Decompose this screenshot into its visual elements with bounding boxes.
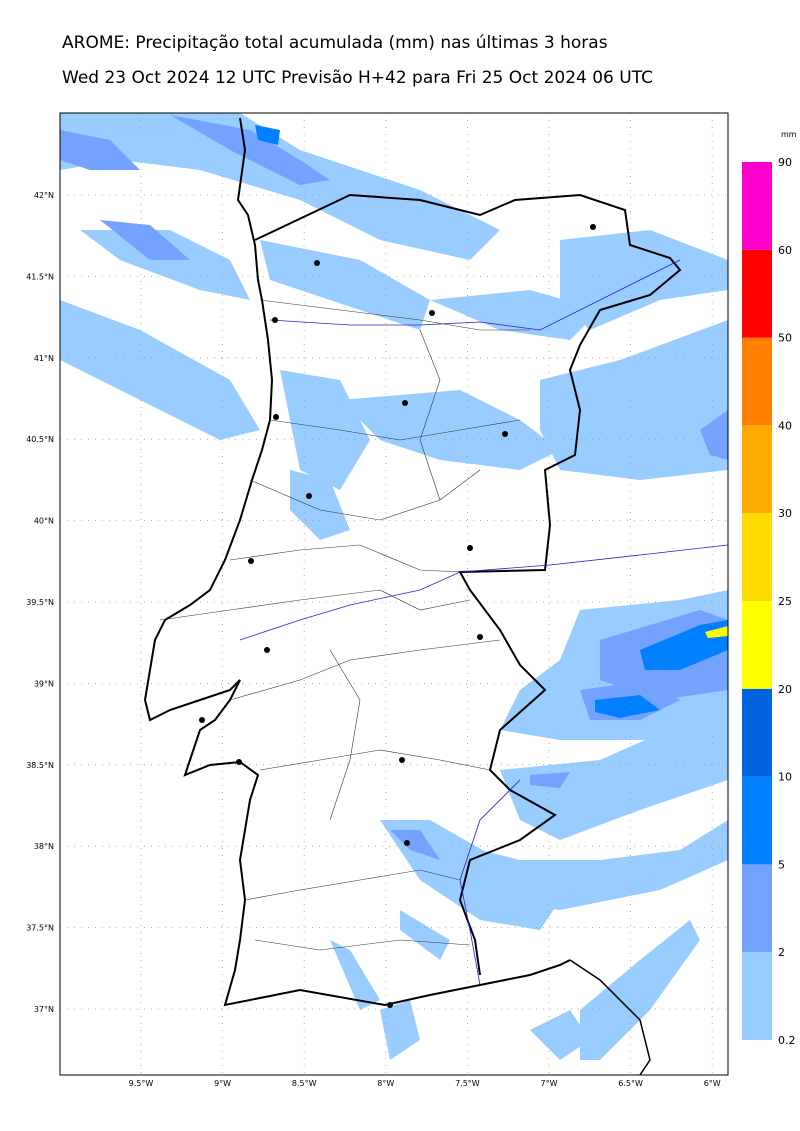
coastline-spain — [569, 959, 651, 1075]
colorbar-band — [742, 688, 772, 777]
colorbar-band — [742, 952, 772, 1040]
colorbar-band — [742, 249, 772, 338]
colorbar-band — [742, 776, 772, 865]
colorbar-band — [742, 425, 772, 514]
precip-light — [60, 113, 728, 1060]
lon-label: 7°W — [541, 1079, 558, 1088]
lat-label: 41°N — [34, 354, 54, 363]
lat-label: 37.5°N — [26, 924, 54, 933]
colorbar-label: 0.2 — [778, 1034, 796, 1047]
lon-label: 6°W — [704, 1079, 721, 1088]
lon-label: 8°W — [377, 1079, 394, 1088]
colorbar-unit: mm — [781, 130, 797, 139]
cities — [199, 224, 596, 1008]
districts — [159, 299, 530, 951]
lon-label: 7.5°W — [455, 1079, 480, 1088]
lon-label: 6.5°W — [618, 1079, 643, 1088]
subtitle: Wed 23 Oct 2024 12 UTC Previsão H+42 par… — [62, 68, 653, 88]
lat-label: 40.5°N — [26, 435, 54, 444]
colorbar-label: 40 — [778, 419, 792, 432]
axis-labels: 42°N 41.5°N 41°N 40.5°N 40°N 39.5°N 39°N 38.5°N… — [26, 191, 721, 1088]
colorbar-label: 60 — [778, 244, 792, 257]
lat-label: 39.5°N — [26, 598, 54, 607]
lat-label: 38°N — [34, 842, 54, 851]
colorbar-label: 20 — [778, 683, 792, 696]
colorbar-label: 50 — [778, 332, 792, 345]
colorbar-band — [742, 864, 772, 953]
colorbar-band — [742, 162, 772, 250]
lat-label: 38.5°N — [26, 761, 54, 770]
lat-label: 37°N — [34, 1005, 54, 1014]
colorbar-label: 25 — [778, 595, 792, 608]
colorbar-band — [742, 337, 772, 426]
lat-label: 42°N — [34, 191, 54, 200]
lon-label: 8.5°W — [292, 1079, 317, 1088]
lat-label: 39°N — [34, 679, 54, 688]
colorbar-band — [742, 601, 772, 689]
colorbar-label: 30 — [778, 507, 792, 520]
title: AROME: Precipitação total acumulada (mm)… — [62, 33, 608, 53]
colorbar-band — [742, 513, 772, 601]
colorbar-label: 2 — [778, 946, 785, 959]
coastline — [143, 117, 571, 1007]
precip-peak — [705, 626, 728, 638]
rivers — [239, 259, 728, 986]
border — [254, 193, 682, 976]
lon-label: 9.5°W — [129, 1079, 154, 1088]
lon-label: 9°W — [214, 1079, 231, 1088]
colorbar-label: 90 — [778, 156, 792, 169]
lat-label: 40°N — [34, 517, 54, 526]
colorbar-label: 10 — [778, 771, 792, 784]
map-area — [60, 113, 728, 1075]
lat-label: 41.5°N — [26, 272, 54, 281]
map-frame — [59, 112, 729, 1076]
colorbar-label: 5 — [778, 858, 785, 871]
